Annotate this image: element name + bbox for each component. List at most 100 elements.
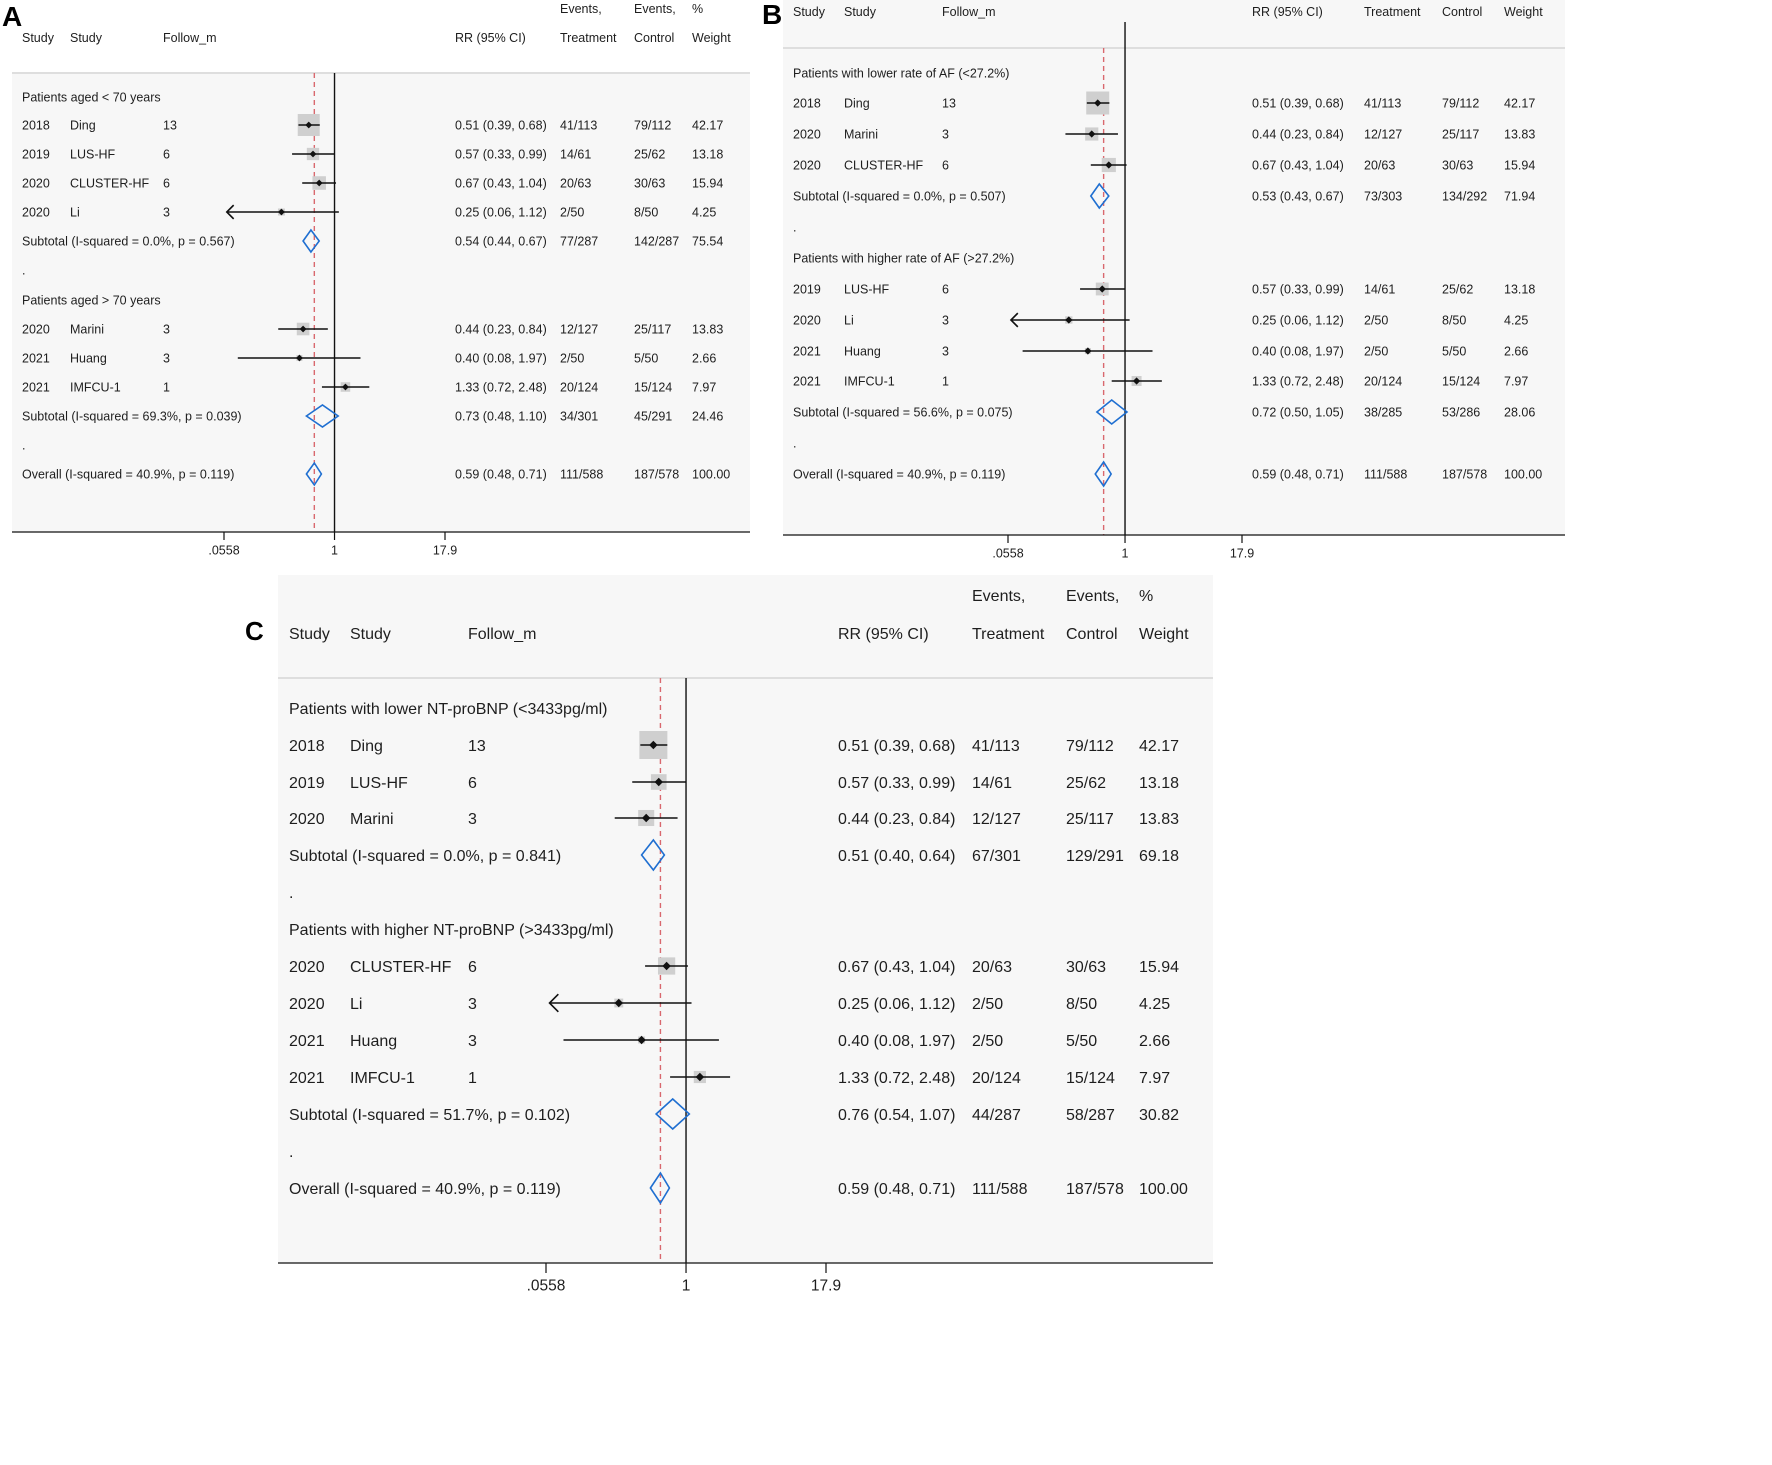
treatment-events: 12/127 [560, 323, 598, 337]
point-estimate [299, 325, 307, 333]
study-year: 2018 [289, 738, 325, 755]
header-weight-percent: % [1139, 588, 1153, 605]
header-control-events: Events, [1066, 588, 1119, 605]
weight-value: 42.17 [1139, 738, 1179, 755]
control-events: 53/286 [1442, 406, 1480, 420]
rr-ci-value: 0.72 (0.50, 1.05) [1252, 406, 1344, 420]
control-events: 25/117 [634, 323, 671, 337]
study-follow-up: 6 [163, 177, 170, 191]
study-follow-up: 3 [163, 323, 170, 337]
row-separator-dot: . [22, 439, 25, 453]
header-rr-ci: RR (95% CI) [838, 626, 929, 643]
treatment-events: 77/287 [560, 235, 598, 249]
study-follow-up: 3 [942, 345, 949, 359]
study-follow-up: 1 [468, 1070, 477, 1087]
study-year: 2020 [793, 314, 821, 328]
study-year: 2020 [289, 811, 325, 828]
rr-ci-value: 0.40 (0.08, 1.97) [838, 1033, 955, 1050]
study-name: Marini [844, 128, 878, 142]
subgroup-heading: Patients with lower rate of AF (<27.2%) [793, 67, 1009, 81]
control-events: 129/291 [1066, 848, 1124, 865]
subtotal-label: Subtotal (I-squared = 0.0%, p = 0.567) [22, 235, 235, 249]
rr-ci-value: 0.51 (0.40, 0.64) [838, 848, 955, 865]
row-separator-dot: . [289, 1144, 293, 1161]
row-separator-dot: . [793, 437, 796, 451]
study-name: Li [70, 206, 80, 220]
rr-ci-value: 0.57 (0.33, 0.99) [838, 775, 955, 792]
header-follow: Follow_m [468, 626, 536, 643]
study-follow-up: 3 [468, 811, 477, 828]
rr-ci-value: 1.33 (0.72, 2.48) [455, 381, 547, 395]
point-estimate [614, 998, 623, 1008]
point-estimate [309, 150, 317, 158]
x-axis-tick-label: 17.9 [1230, 547, 1254, 561]
subgroup-heading: Patients with higher rate of AF (>27.2%) [793, 252, 1014, 266]
rr-ci-value: 0.54 (0.44, 0.67) [455, 235, 547, 249]
header-year: Study [289, 626, 330, 643]
treatment-events: 41/113 [560, 119, 597, 133]
control-events: 5/50 [1442, 345, 1466, 359]
rr-ci-value: 0.40 (0.08, 1.97) [455, 352, 547, 366]
treatment-events: 20/124 [972, 1070, 1021, 1087]
x-axis-tick-label: .0558 [208, 544, 239, 558]
study-name: Li [844, 314, 854, 328]
study-year: 2021 [793, 345, 821, 359]
point-estimate [278, 208, 285, 216]
study-year: 2020 [793, 159, 821, 173]
treatment-events: 2/50 [1364, 314, 1388, 328]
weight-value: 4.25 [1504, 314, 1528, 328]
header-treatment-events: Events, [972, 588, 1025, 605]
point-estimate [1065, 316, 1073, 324]
study-year: 2021 [793, 375, 821, 389]
study-follow-up: 3 [163, 352, 170, 366]
weight-value: 28.06 [1504, 406, 1535, 420]
control-events: 30/63 [1066, 959, 1106, 976]
treatment-events: 111/588 [1364, 468, 1407, 482]
study-year: 2020 [22, 206, 50, 220]
weight-value: 42.17 [692, 119, 723, 133]
control-events: 25/117 [1066, 811, 1114, 828]
control-events: 5/50 [634, 352, 658, 366]
rr-ci-value: 0.57 (0.33, 0.99) [1252, 283, 1344, 297]
control-events: 79/112 [1442, 97, 1479, 111]
x-axis-tick-label: .0558 [992, 547, 1023, 561]
weight-value: 4.25 [692, 206, 716, 220]
weight-value: 13.83 [692, 323, 723, 337]
rr-ci-value: 0.51 (0.39, 0.68) [838, 738, 955, 755]
overall-label: Overall (I-squared = 40.9%, p = 0.119) [289, 1181, 561, 1198]
header-control-events: Events, [634, 2, 676, 16]
point-estimate [637, 1035, 646, 1045]
weight-value: 15.94 [1139, 959, 1179, 976]
point-estimate [641, 813, 651, 823]
header-weight: Weight [692, 31, 731, 45]
study-follow-up: 6 [942, 283, 949, 297]
subgroup-heading: Patients aged > 70 years [22, 294, 161, 308]
study-year: 2021 [22, 381, 50, 395]
study-year: 2020 [22, 177, 50, 191]
study-name: CLUSTER-HF [350, 959, 452, 976]
control-events: 15/124 [1442, 375, 1480, 389]
point-estimate [342, 383, 349, 391]
point-estimate [1084, 347, 1092, 355]
forest-panel-c: C Study Study Follow_m RR (95% CI) Events, Tre… [245, 575, 1213, 1295]
rr-ci-value: 0.25 (0.06, 1.12) [1252, 314, 1344, 328]
weight-value: 13.18 [692, 148, 723, 162]
control-events: 187/578 [1442, 468, 1487, 482]
treatment-events: 14/61 [1364, 283, 1395, 297]
row-separator-dot: . [289, 885, 293, 902]
header-control: Control [1066, 626, 1118, 643]
row-separator-dot: . [22, 264, 25, 278]
control-events: 58/287 [1066, 1107, 1115, 1124]
weight-value: 2.66 [1139, 1033, 1170, 1050]
study-name: Marini [350, 811, 394, 828]
treatment-events: 2/50 [972, 996, 1003, 1013]
treatment-events: 38/285 [1364, 406, 1402, 420]
study-follow-up: 3 [468, 996, 477, 1013]
header-treatment: Treatment [1364, 5, 1421, 19]
weight-value: 24.46 [692, 410, 723, 424]
panel-label: C [245, 616, 264, 646]
study-follow-up: 6 [163, 148, 170, 162]
subtotal-label: Subtotal (I-squared = 56.6%, p = 0.075) [793, 406, 1013, 420]
x-axis-tick-label: 1 [682, 1278, 691, 1295]
